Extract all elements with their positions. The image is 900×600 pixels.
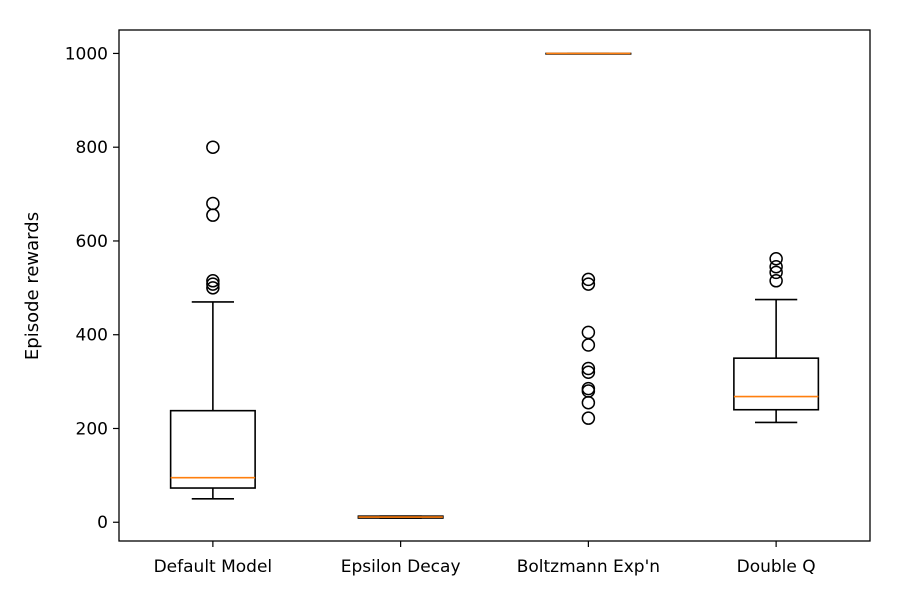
outlier-point xyxy=(581,365,596,379)
y-tick-label: 0 xyxy=(97,513,108,533)
outlier-point xyxy=(581,361,596,376)
outlier-point xyxy=(206,196,220,211)
outlier-point xyxy=(769,265,783,280)
iqr-box xyxy=(169,409,256,489)
outlier-point xyxy=(206,140,220,154)
box-group xyxy=(733,252,820,424)
outlier-point xyxy=(206,274,220,288)
x-tick-label: Boltzmann Exp'n xyxy=(517,557,660,577)
y-axis: 0 200 400 600 800 1000 xyxy=(65,44,119,533)
outlier-point xyxy=(769,274,783,288)
box-marks xyxy=(169,52,820,519)
plot-frame xyxy=(118,29,871,542)
outlier-point xyxy=(206,277,220,291)
y-tick-label: 400 xyxy=(76,326,108,346)
box-group xyxy=(169,140,256,500)
outlier-point xyxy=(581,272,596,287)
x-tick-label: Double Q xyxy=(737,557,816,577)
box-group xyxy=(357,515,444,519)
x-tick-label: Epsilon Decay xyxy=(341,557,461,577)
outlier-point xyxy=(769,259,783,274)
outlier-point xyxy=(581,381,596,396)
outlier-point xyxy=(206,281,220,295)
box-group xyxy=(545,52,632,425)
outlier-point xyxy=(769,252,783,266)
outlier-point xyxy=(581,411,596,425)
y-tick-label: 1000 xyxy=(65,44,108,64)
y-axis-label: Episode rewards xyxy=(22,212,43,360)
x-tick-label: Default Model xyxy=(154,557,273,577)
x-axis: Default Model Epsilon Decay Boltzmann Exp'… xyxy=(154,541,816,577)
outlier-point xyxy=(581,325,596,340)
plot-background xyxy=(119,30,870,541)
y-tick-label: 600 xyxy=(76,232,108,252)
outlier-point xyxy=(581,277,596,291)
y-tick-label: 200 xyxy=(76,419,108,439)
y-tick-label: 800 xyxy=(76,138,108,158)
iqr-box xyxy=(733,357,820,411)
